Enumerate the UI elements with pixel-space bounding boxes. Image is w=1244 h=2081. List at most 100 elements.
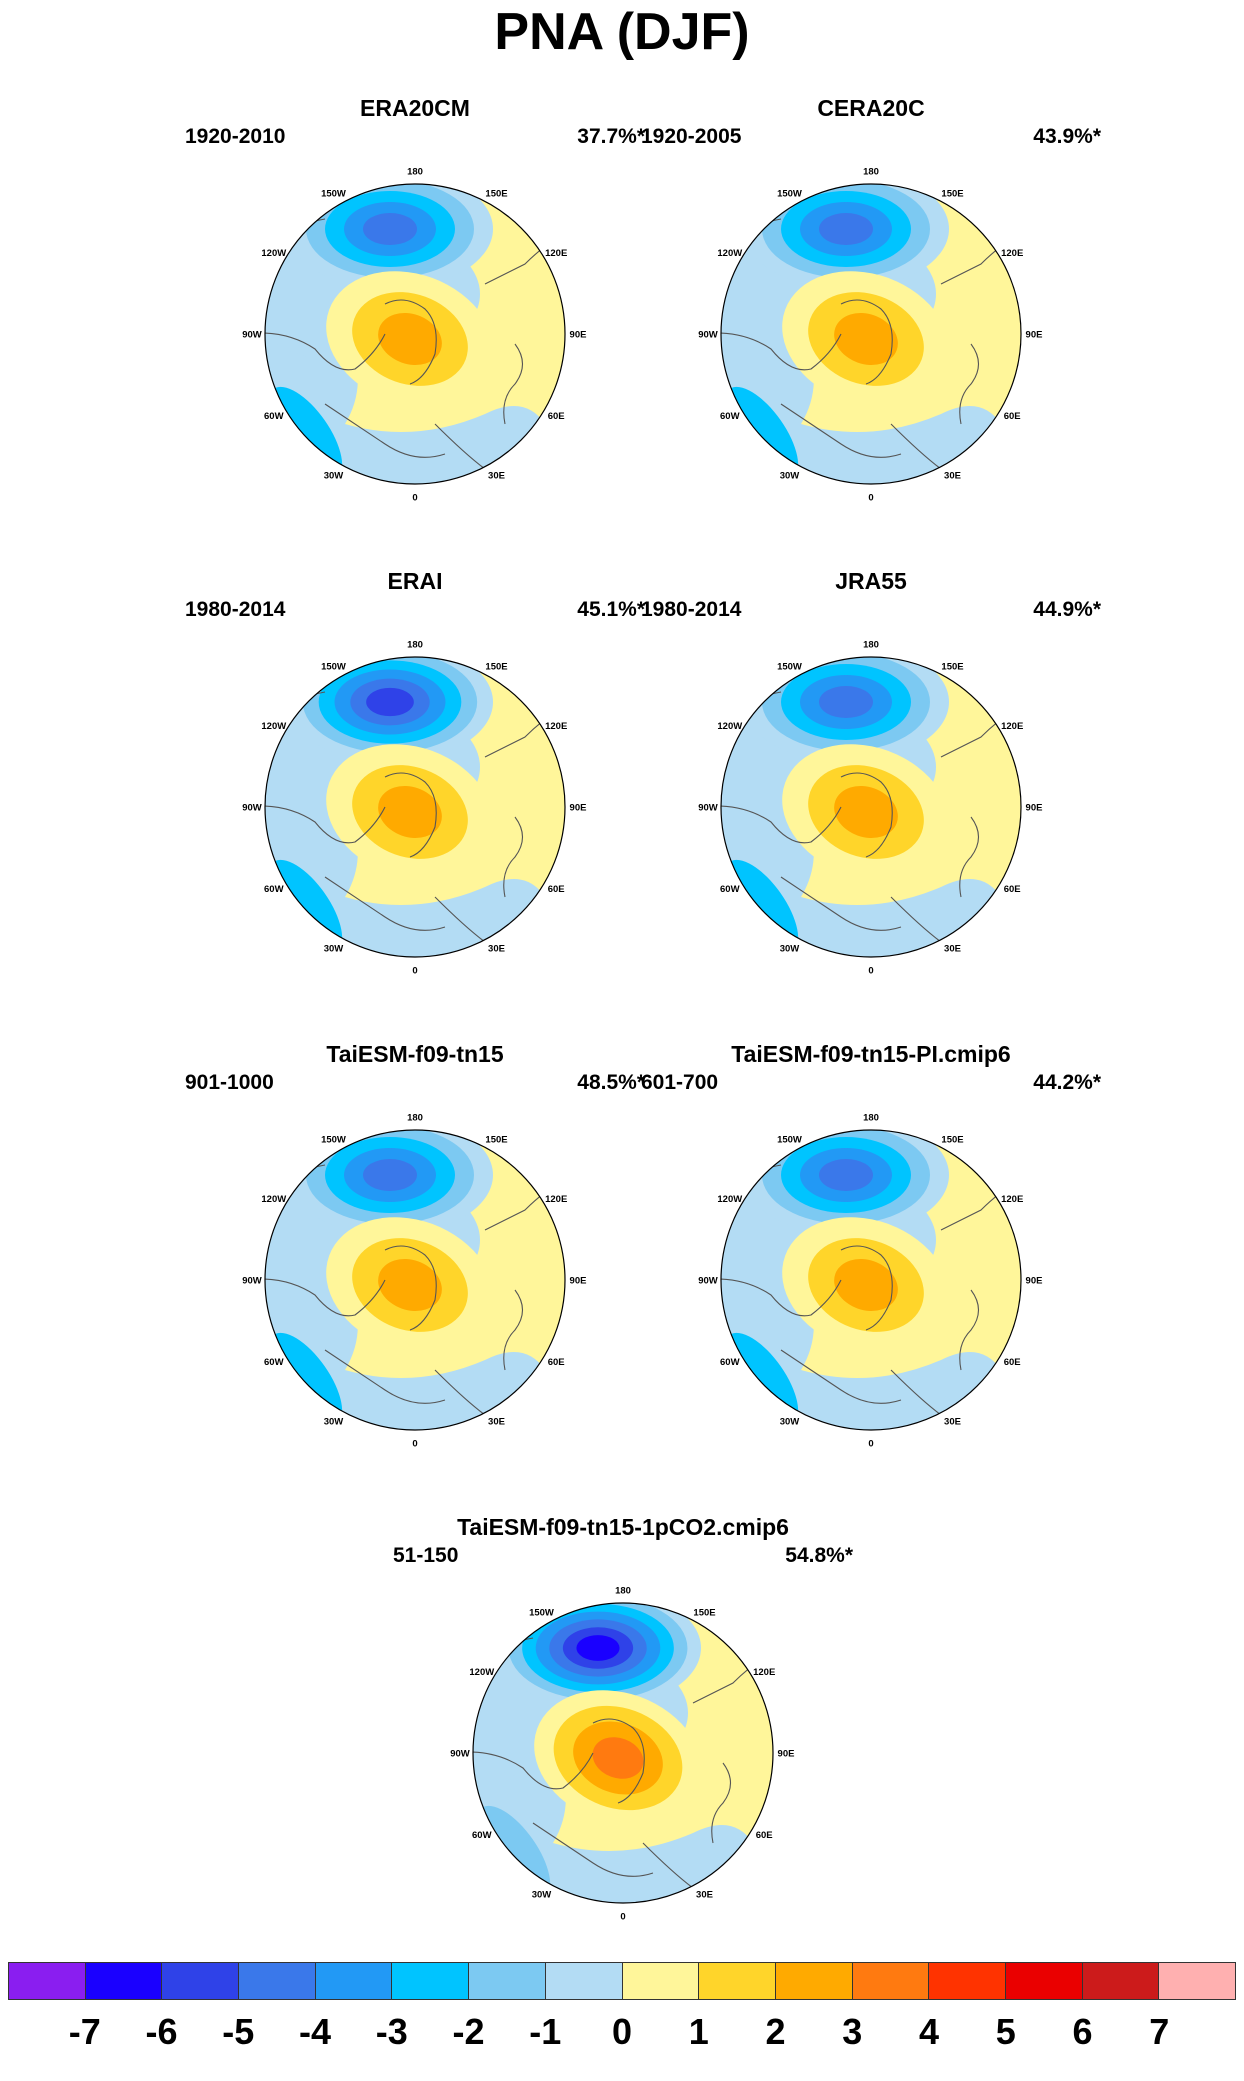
longitude-label: 60E [1004, 1357, 1021, 1368]
longitude-label: 150E [941, 1134, 963, 1145]
longitude-label: 120E [1001, 248, 1023, 259]
colorbar-segment [775, 1963, 853, 1999]
longitude-label: 30W [324, 471, 344, 482]
longitude-label: 30E [488, 944, 505, 955]
coastline [503, 1289, 524, 1371]
polar-map: 180 150E 120E 90E 60E 30E 0 30W 60W 90W 120W 150W [242, 640, 587, 977]
polar-map: 180 150E 120E 90E 60E 30E 0 30W 60W 90W 120W 150W [242, 1113, 587, 1450]
coastline [384, 299, 437, 385]
longitude-label: 60E [548, 411, 565, 422]
longitude-label: 150E [485, 188, 507, 199]
colorbar-segment [162, 1963, 240, 1999]
colorbar-tick-label: -7 [68, 2011, 101, 2052]
longitude-label: 0 [412, 966, 417, 977]
colorbar-segment [699, 1963, 776, 1999]
panel-title: JRA55 [835, 568, 907, 594]
coastline [592, 1718, 645, 1804]
longitude-label: 120E [1001, 1194, 1023, 1205]
map-panel-erai: ERAI 1980-2014 45.1%* 180 150E 120E 90E 60E 3… [185, 567, 645, 1012]
longitude-label: 90E [570, 803, 587, 814]
longitude-label: 60W [264, 1357, 284, 1368]
coastline [473, 1751, 594, 1790]
longitude-label: 60W [264, 411, 284, 422]
colorbar-segment [929, 1963, 1006, 1999]
longitude-label: 120W [261, 1194, 286, 1205]
negative-contour [363, 1159, 417, 1191]
positive-contour [378, 785, 442, 839]
anomaly-field [265, 184, 565, 484]
longitude-label: 60W [720, 884, 740, 895]
longitude-label: 60E [1004, 411, 1021, 422]
colorbar-segment [9, 1963, 86, 1999]
longitude-label: 120E [753, 1667, 775, 1678]
colorbar-segment [239, 1963, 316, 1999]
coastline [265, 1278, 386, 1317]
coastline [503, 343, 524, 425]
longitude-label: 90W [698, 803, 718, 814]
longitude-label: 90E [570, 1276, 587, 1287]
colorbar-tick-label: 0 [611, 2011, 633, 2052]
panel-period: 1980-2014 [641, 598, 742, 621]
longitude-label: 0 [620, 1912, 625, 1923]
longitude-label: 30W [780, 1417, 800, 1428]
negative-contour [366, 687, 414, 717]
colorbar-tick-label: 7 [1149, 2011, 1170, 2052]
colorbar-tick-label: -2 [452, 2011, 485, 2052]
coastline [840, 299, 893, 385]
colorbar-tick-label: 2 [765, 2011, 786, 2052]
longitude-label: 90E [1026, 803, 1043, 814]
longitude-label: 120E [1001, 721, 1023, 732]
panel-period: 601-700 [641, 1071, 719, 1094]
coastline [780, 1349, 902, 1404]
longitude-label: 60W [472, 1830, 492, 1841]
coastline [840, 1245, 893, 1331]
positive-contour [592, 1737, 644, 1779]
panel-period: 901-1000 [185, 1071, 274, 1094]
longitude-label: 120W [717, 721, 742, 732]
positive-contour [834, 1258, 898, 1312]
longitude-label: 150W [321, 661, 346, 672]
longitude-label: 150E [485, 661, 507, 672]
polar-map: 180 150E 120E 90E 60E 30E 0 30W 60W 90W 120W 150W [242, 167, 586, 504]
coastline [721, 1278, 842, 1317]
coastline [324, 876, 446, 931]
coastline [265, 332, 386, 371]
colorbar-segment [545, 1963, 623, 1999]
longitude-label: 120W [261, 721, 286, 732]
longitude-label: 90W [450, 1749, 470, 1760]
coastline [959, 343, 980, 425]
panel-variance-percent: 44.9%* [1033, 598, 1101, 621]
colorbar-segment [315, 1963, 393, 1999]
colorbar-segment [1082, 1963, 1160, 1999]
negative-contour [819, 213, 873, 245]
longitude-label: 60W [720, 1357, 740, 1368]
panel-title: TaiESM-f09-tn15 [326, 1041, 504, 1067]
coastline [721, 805, 842, 844]
coastline [384, 772, 437, 858]
map-boundary [472, 1602, 774, 1904]
positive-contour [834, 785, 898, 839]
colorbar-tick-label: 4 [918, 2011, 940, 2052]
longitude-label: 180 [615, 1586, 631, 1597]
coastline [324, 403, 446, 458]
negative-contour [576, 1635, 620, 1661]
map-panel-jra55: JRA55 1980-2014 44.9%* 180 150E 120E 90E 60E… [641, 567, 1101, 1012]
longitude-label: 120W [717, 1194, 742, 1205]
map-boundary [720, 183, 1022, 485]
panel-title: ERA20CM [360, 95, 470, 121]
negative-contour [819, 686, 873, 718]
positive-contour [834, 312, 898, 366]
panel-variance-percent: 45.1%* [577, 598, 645, 621]
colorbar [8, 1962, 1236, 2000]
longitude-label: 30E [944, 944, 961, 955]
coastline [265, 805, 386, 844]
panel-period: 1920-2005 [641, 125, 742, 148]
negative-contour [819, 1159, 873, 1191]
longitude-label: 0 [868, 493, 873, 504]
longitude-label: 90W [242, 1276, 262, 1287]
colorbar-tick-label: -1 [529, 2011, 562, 2052]
coastline [503, 816, 524, 898]
longitude-label: 30E [696, 1890, 713, 1901]
figure-title: PNA (DJF) [494, 3, 750, 61]
coastline [840, 772, 893, 858]
